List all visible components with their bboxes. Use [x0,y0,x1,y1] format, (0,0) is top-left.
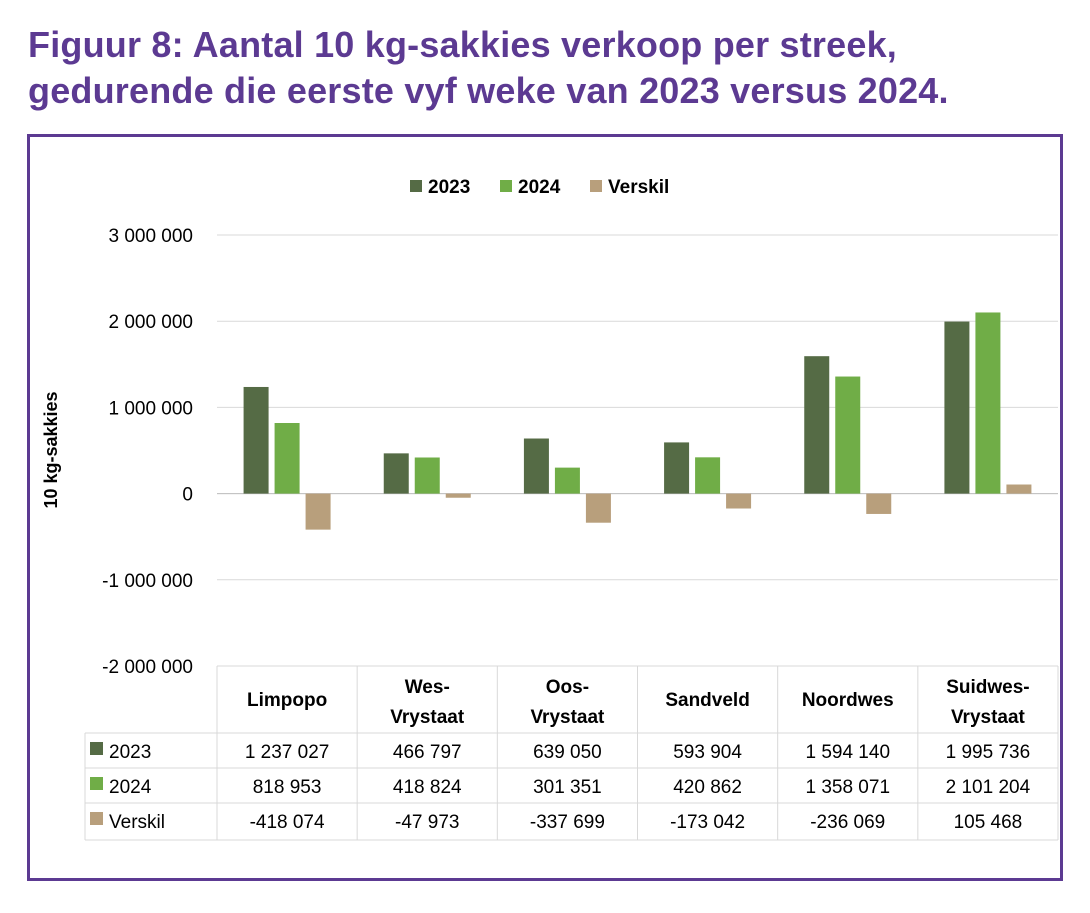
y-tick-label: 0 [182,485,193,506]
table-cell: 818 953 [253,777,322,798]
table-cell: 466 797 [393,742,462,763]
title-line-1: Figuur 8: Aantal 10 kg-sakkies verkoop p… [28,24,898,65]
title-line-2: gedurende die eerste vyf weke van 2023 v… [28,70,949,111]
bar-2024 [414,457,440,494]
y-tick-label: 2 000 000 [108,312,193,333]
table-cell: 420 862 [673,777,742,798]
bar-2024 [835,376,861,494]
table-series-label: Verskil [109,812,165,833]
bar-2024 [274,423,300,494]
table-cell: 593 904 [673,742,742,763]
bar-verskil [445,493,471,498]
y-tick-label: 3 000 000 [108,226,193,247]
chart-frame [27,134,1063,881]
category-label: Vrystaat [951,707,1026,728]
table-cell: -337 699 [530,812,605,833]
category-label: Sandveld [665,690,749,711]
table-swatch-verskil [90,812,103,825]
bar-verskil [305,493,331,530]
category-label: Oos- [546,677,589,698]
category-label: Vrystaat [390,707,465,728]
bar-2024 [975,312,1001,494]
table-cell: 418 824 [393,777,462,798]
bar-2023 [664,442,690,494]
y-axis-label: 10 kg-sakkies [41,391,61,508]
bar-verskil [726,493,752,509]
legend-label: Verskil [608,177,669,198]
category-label: Limpopo [247,690,327,711]
table-cell: 1 995 736 [946,742,1031,763]
table-cell: -418 074 [250,812,325,833]
bar-2024 [695,457,721,494]
table-cell: 301 351 [533,777,602,798]
table-cell: 1 358 071 [805,777,890,798]
table-swatch-2023 [90,742,103,755]
bar-verskil [1006,484,1032,494]
legend-swatch-2023 [410,180,422,192]
table-cell: 1 237 027 [245,742,330,763]
category-label: Suidwes- [946,677,1029,698]
y-tick-label: -2 000 000 [102,657,193,678]
category-label: Noordwes [802,690,894,711]
bar-2023 [804,356,830,494]
y-tick-label: -1 000 000 [102,571,193,592]
table-series-label: 2024 [109,777,152,798]
table-swatch-2024 [90,777,103,790]
legend-label: 2024 [518,177,561,198]
bar-2023 [944,321,970,494]
table-cell: -47 973 [395,812,459,833]
y-tick-label: 1 000 000 [108,398,193,419]
bar-2023 [243,386,269,494]
legend-label: 2023 [428,177,470,198]
figure-title: Figuur 8: Aantal 10 kg-sakkies verkoop p… [28,22,949,114]
legend-swatch-2024 [500,180,512,192]
legend-swatch-verskil [590,180,602,192]
table-cell: 639 050 [533,742,602,763]
bar-2023 [523,438,549,494]
table-cell: -173 042 [670,812,745,833]
table-cell: 1 594 140 [805,742,890,763]
bar-verskil [585,493,611,523]
category-label: Vrystaat [530,707,605,728]
table-cell: -236 069 [810,812,885,833]
bar-verskil [866,493,892,514]
category-label: Wes- [405,677,450,698]
table-series-label: 2023 [109,742,151,763]
table-cell: 105 468 [954,812,1023,833]
table-cell: 2 101 204 [946,777,1031,798]
bar-2024 [554,467,580,494]
bar-2023 [383,453,409,494]
